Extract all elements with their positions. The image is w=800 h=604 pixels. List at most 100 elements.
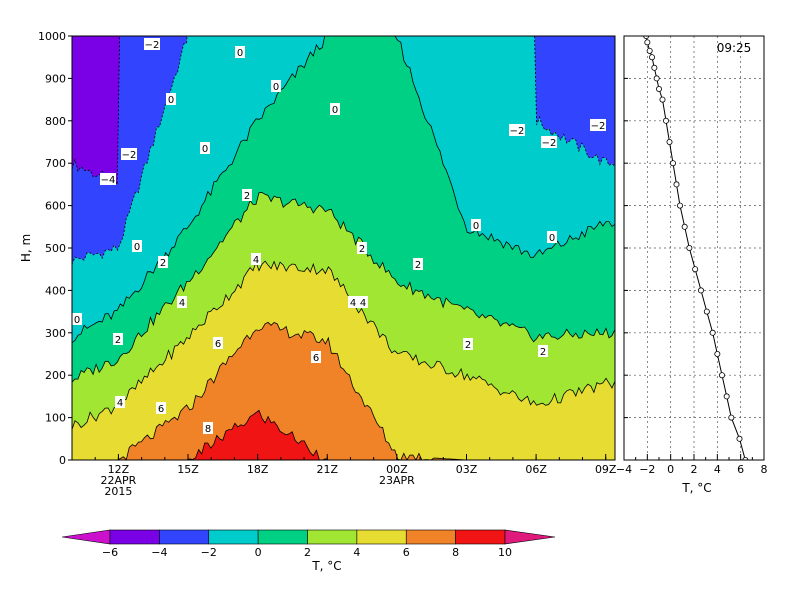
svg-text:6: 6 — [158, 404, 164, 415]
profile-point — [670, 160, 677, 167]
profile-point — [677, 202, 684, 209]
svg-text:−2: −2 — [122, 150, 137, 161]
contour-label: 2 — [463, 338, 473, 351]
colorbar-tick-label: −6 — [102, 546, 118, 559]
profile-point — [698, 287, 705, 294]
contour-label: 2 — [158, 256, 168, 269]
colorbar-segment — [356, 529, 407, 545]
svg-text:2: 2 — [115, 335, 121, 346]
svg-text:4: 4 — [350, 298, 356, 309]
svg-text:−2: −2 — [591, 121, 606, 132]
svg-text:8: 8 — [205, 424, 211, 435]
temperature-heatmap — [72, 36, 615, 460]
svg-text:0: 0 — [549, 233, 555, 244]
contour-label: 0 — [330, 103, 340, 116]
contour-label: −4 — [100, 173, 116, 186]
svg-text:6: 6 — [215, 339, 221, 350]
isotherm-minus2 — [72, 36, 615, 265]
svg-text:4: 4 — [360, 298, 366, 309]
profile-point — [692, 266, 699, 273]
profile-point — [666, 138, 673, 145]
svg-text:0: 0 — [202, 144, 208, 155]
contour-label: 8 — [203, 422, 213, 435]
profile-axes: −4 −2 0 2 4 6 8 — [616, 35, 768, 476]
x-tick-date: 22APR — [101, 474, 137, 487]
band-above-8 — [72, 410, 615, 460]
colorbar-arrow-high — [504, 529, 556, 545]
svg-text:0: 0 — [332, 105, 338, 116]
profile-grid — [624, 36, 764, 460]
svg-text:−2: −2 — [542, 138, 557, 149]
profile-x-tick-label: 8 — [761, 463, 768, 476]
profile-point — [736, 435, 743, 442]
y-tick-label: 1000 — [38, 30, 66, 43]
contour-label: 2 — [242, 189, 252, 202]
profile-time-label: 09:25 — [717, 41, 752, 55]
x-tick-label: 00Z — [386, 463, 408, 476]
y-tick-label: 400 — [45, 284, 66, 297]
colorbar-tick-label: 6 — [403, 546, 410, 559]
contour-label: −2 — [121, 148, 137, 161]
profile-point — [651, 64, 658, 71]
svg-text:0: 0 — [74, 315, 80, 326]
y-tick-label: 700 — [45, 157, 66, 170]
svg-text:0: 0 — [237, 48, 243, 59]
x-tick-label: 18Z — [247, 463, 269, 476]
colorbar-segment — [257, 529, 308, 545]
svg-text:−2: −2 — [510, 126, 525, 137]
y-tick-label: 200 — [45, 369, 66, 382]
isotherm-6 — [72, 321, 615, 460]
y-tick-label: 100 — [45, 412, 66, 425]
contour-label: −2 — [144, 38, 160, 51]
svg-text:6: 6 — [313, 353, 319, 364]
profile-point — [714, 350, 721, 357]
colorbar-segment — [405, 529, 456, 545]
x-tick-date: 23APR — [379, 474, 415, 487]
contour-label: 0 — [132, 240, 142, 253]
profile-x-tick-label: −2 — [639, 463, 655, 476]
profile-point — [649, 54, 656, 61]
contour-label: 0 — [166, 93, 176, 106]
x-tick-label: 21Z — [316, 463, 338, 476]
profile-point — [659, 96, 666, 103]
svg-text:0: 0 — [134, 242, 140, 253]
x-tick-label: 12Z — [108, 463, 130, 476]
colorbar-tick-label: 4 — [353, 546, 360, 559]
y-tick-label: 500 — [45, 242, 66, 255]
colorbar-segment — [109, 529, 160, 545]
contour-label: 4 — [358, 296, 368, 309]
svg-text:2: 2 — [160, 258, 166, 269]
y-tick-label: 600 — [45, 200, 66, 213]
profile-x-tick-label: 6 — [737, 463, 744, 476]
colorbar-segment — [307, 529, 358, 545]
heatmap-axes: 0100200300400500600700800900100012Z22APR… — [38, 30, 617, 498]
svg-text:2: 2 — [244, 191, 250, 202]
profile-x-tick-label: 2 — [691, 463, 698, 476]
svg-text:4: 4 — [117, 398, 123, 409]
y-tick-label: 0 — [59, 454, 66, 467]
colorbar-tick-label: 2 — [304, 546, 311, 559]
contour-label: 2 — [413, 258, 423, 271]
colorbar-tick-label: −2 — [201, 546, 217, 559]
contour-label: −2 — [590, 119, 606, 132]
profile-point — [656, 86, 663, 93]
x-tick-label: 09Z — [595, 463, 617, 476]
profile-point — [653, 75, 660, 82]
contour-label: 4 — [251, 253, 261, 266]
svg-text:2: 2 — [415, 260, 421, 271]
contour-label: 0 — [471, 219, 481, 232]
svg-text:4: 4 — [179, 298, 185, 309]
svg-text:4: 4 — [253, 255, 259, 266]
colorbar-tick-label: −4 — [151, 546, 167, 559]
contour-label: 2 — [538, 345, 548, 358]
isotherm-4 — [72, 260, 615, 430]
x-tick-label: 06Z — [525, 463, 547, 476]
contour-label: −2 — [509, 124, 525, 137]
contour-label: 0 — [271, 80, 281, 93]
contour-label: 0 — [200, 142, 210, 155]
svg-text:0: 0 — [273, 82, 279, 93]
colorbar-segment — [208, 529, 259, 545]
colorbar-arrow-low — [61, 529, 111, 545]
profile-point — [709, 329, 716, 336]
